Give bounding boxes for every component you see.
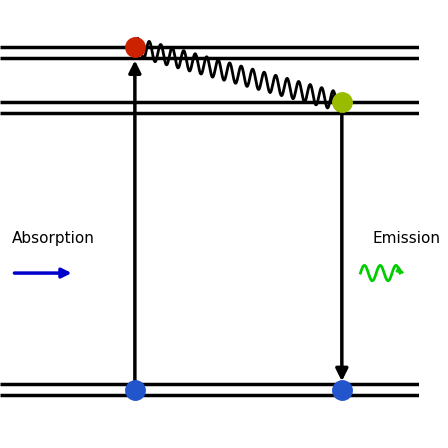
Text: Absorption: Absorption [12,232,95,246]
Text: Emission: Emission [372,232,440,246]
